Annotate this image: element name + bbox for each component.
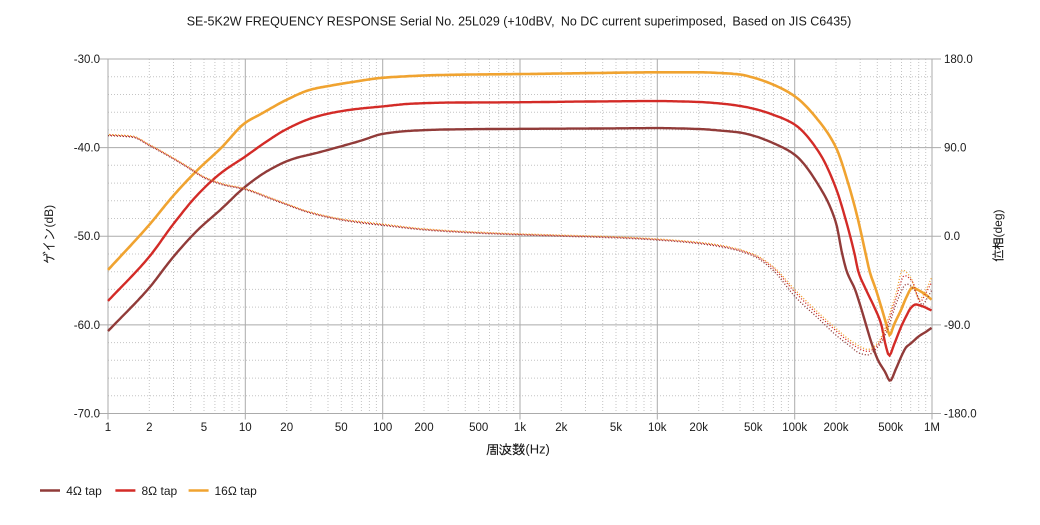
svg-text:-40.0: -40.0 bbox=[74, 143, 100, 155]
svg-text:50k: 50k bbox=[744, 422, 763, 434]
svg-text:180.0: 180.0 bbox=[944, 54, 973, 66]
svg-text:10k: 10k bbox=[648, 422, 667, 434]
svg-text:4Ω tap: 4Ω tap bbox=[66, 484, 102, 498]
svg-text:(dB): (dB) bbox=[42, 205, 56, 228]
svg-text:(Hz): (Hz) bbox=[525, 442, 549, 457]
svg-text:200: 200 bbox=[414, 422, 433, 434]
svg-text:100: 100 bbox=[373, 422, 392, 434]
svg-text:5: 5 bbox=[201, 422, 207, 434]
svg-text:90.0: 90.0 bbox=[944, 143, 966, 155]
svg-text:2k: 2k bbox=[555, 422, 567, 434]
svg-text:8Ω tap: 8Ω tap bbox=[142, 484, 178, 498]
svg-text:200k: 200k bbox=[824, 422, 849, 434]
svg-text:100k: 100k bbox=[782, 422, 807, 434]
svg-text:0.0: 0.0 bbox=[944, 231, 960, 243]
svg-text:20k: 20k bbox=[689, 422, 708, 434]
svg-text:1k: 1k bbox=[514, 422, 526, 434]
svg-text:-30.0: -30.0 bbox=[74, 54, 100, 66]
svg-text:16Ω tap: 16Ω tap bbox=[215, 484, 258, 498]
svg-text:-180.0: -180.0 bbox=[944, 409, 977, 421]
svg-text:1M: 1M bbox=[924, 422, 940, 434]
svg-text:5k: 5k bbox=[610, 422, 622, 434]
svg-text:10: 10 bbox=[239, 422, 252, 434]
svg-text:-90.0: -90.0 bbox=[944, 320, 970, 332]
svg-text:SE-5K2W FREQUENCY RESPONSE Ser: SE-5K2W FREQUENCY RESPONSE Serial No. 25… bbox=[187, 15, 852, 29]
svg-text:-60.0: -60.0 bbox=[74, 320, 100, 332]
svg-text:1: 1 bbox=[105, 422, 111, 434]
svg-text:20: 20 bbox=[280, 422, 293, 434]
svg-text:50: 50 bbox=[335, 422, 348, 434]
svg-text:-70.0: -70.0 bbox=[74, 409, 100, 421]
svg-text:500k: 500k bbox=[878, 422, 903, 434]
svg-text:500: 500 bbox=[469, 422, 488, 434]
svg-text:(deg): (deg) bbox=[991, 209, 1005, 237]
svg-text:2: 2 bbox=[146, 422, 152, 434]
svg-text:-50.0: -50.0 bbox=[74, 231, 100, 243]
